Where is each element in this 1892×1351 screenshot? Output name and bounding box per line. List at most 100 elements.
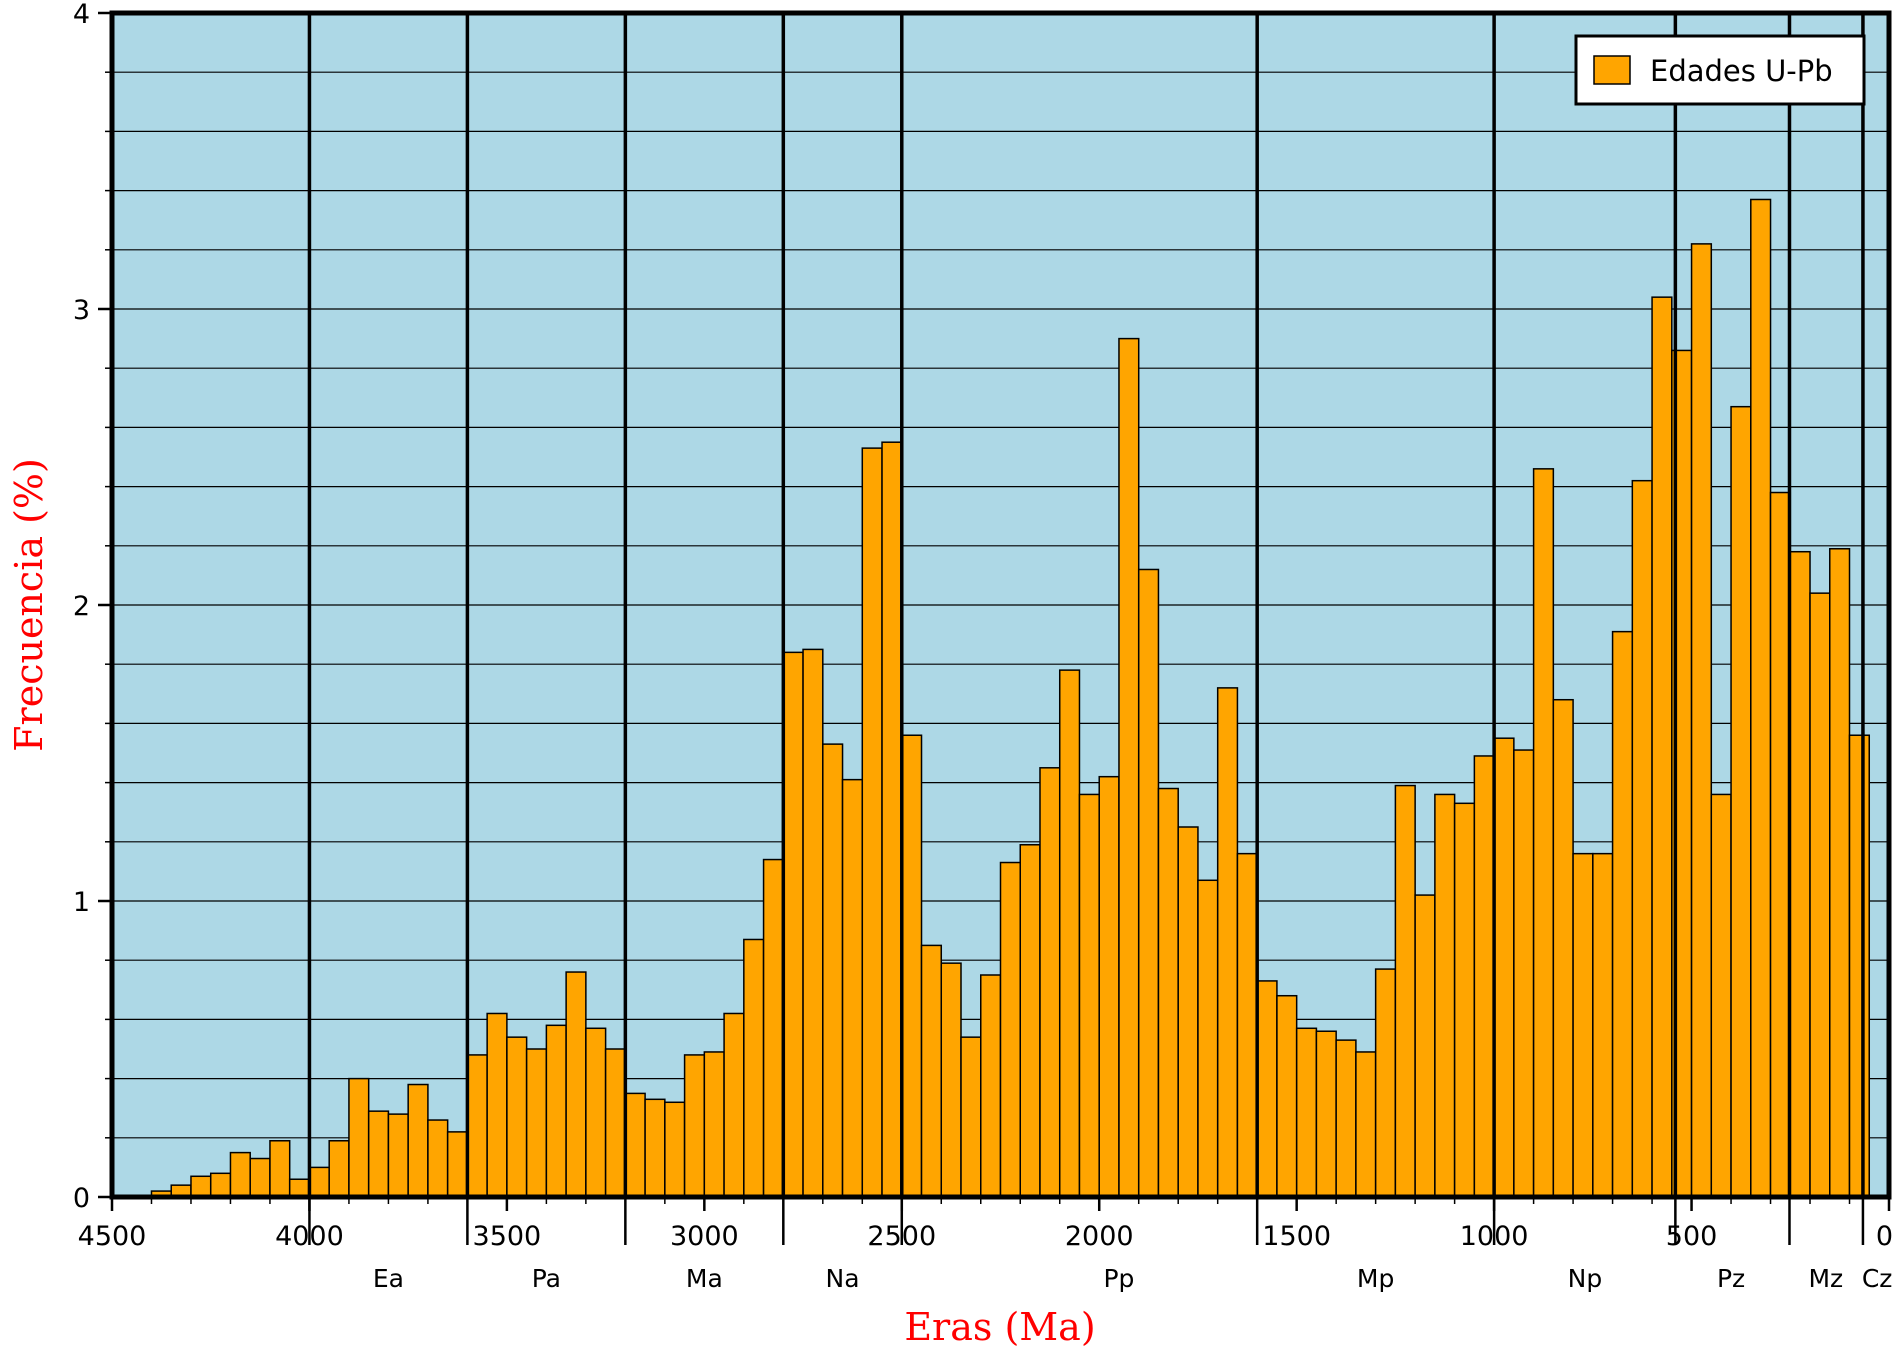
bar [328,1140,350,1198]
bar [841,778,864,1198]
bar [1829,548,1851,1198]
bar [1789,550,1811,1198]
bar [901,734,923,1198]
bar [762,858,785,1198]
bar [407,1083,429,1198]
axis-ticks [98,11,1891,1245]
era-boundaries [307,13,1865,1197]
bar [1058,669,1081,1198]
bar [1236,852,1258,1198]
era-label: Mp [1357,1264,1394,1293]
era-label: Pz [1717,1264,1745,1293]
bar [1513,749,1535,1198]
bar [1414,894,1436,1198]
x-tick-label: 0 [1876,1221,1892,1252]
x-tick-label: 1000 [1460,1221,1529,1252]
bar [743,938,765,1198]
bar [1809,592,1831,1198]
x-tick-label: 4500 [78,1221,147,1252]
bar [782,651,804,1198]
y-tick-label: 2 [73,591,90,622]
bar [525,1048,548,1198]
legend-swatch [1593,55,1631,85]
y-tick-label: 1 [73,887,90,918]
bar [920,944,943,1198]
bar [1552,698,1574,1198]
bar [1572,852,1594,1198]
bar [249,1157,271,1198]
bar [269,1140,291,1198]
bar [1473,755,1495,1198]
era-label: Na [826,1264,860,1293]
x-tick-labels: 4500 4000 3500 3000 2500 2000 1500 1000 500 0 [78,1221,1892,1252]
bar [1276,994,1298,1198]
bar [1611,630,1634,1198]
bar [1157,787,1179,1198]
bar [427,1119,449,1198]
x-axis-title: Eras (Ma) [904,1305,1095,1349]
bar [288,1178,311,1198]
x-tick-label: 3500 [473,1221,542,1252]
bar [545,1024,567,1198]
era-label: Mz [1808,1264,1843,1293]
bar [1453,802,1476,1198]
x-tick-label: 2000 [1065,1221,1134,1252]
bar [604,1048,627,1198]
bar [446,1131,469,1198]
bar [802,648,824,1198]
x-tick-label: 500 [1666,1221,1718,1252]
bar [1315,1030,1337,1198]
bar [585,1027,607,1198]
bar [1078,793,1100,1198]
bar [999,861,1021,1198]
era-labels: Ea Pa Ma Na Pp Mp Np Pz Mz Cz [373,1264,1892,1293]
y-tick-labels: 0 1 2 3 4 [73,0,90,1214]
bar [1710,793,1732,1198]
bar [1355,1051,1377,1198]
bar [387,1113,409,1198]
bar [861,447,883,1198]
legend: Edades U-Pb [1574,34,1866,106]
bar [940,962,962,1198]
bar [466,1054,488,1198]
bar [486,1012,508,1198]
bar [1848,734,1871,1198]
bar [1532,468,1555,1198]
bar [1493,737,1515,1198]
bar [683,1054,706,1198]
bar [1335,1039,1357,1198]
bar [1374,968,1397,1198]
bar [1216,687,1239,1198]
era-label: Ma [686,1264,723,1293]
bar [565,971,587,1198]
bar [1098,775,1120,1198]
x-tick-label: 4000 [275,1221,344,1252]
bar [723,1012,745,1198]
bar [1592,852,1614,1198]
bar [308,1166,330,1198]
bar [1651,296,1673,1198]
x-tick-label: 2500 [867,1221,936,1252]
bar [367,1110,390,1198]
bar [1394,784,1416,1198]
bar [1137,568,1160,1198]
era-label: Ea [373,1264,404,1293]
y-tick-label: 0 [73,1183,90,1214]
bar [1177,826,1199,1198]
bar [960,1036,982,1198]
y-tick-label: 3 [73,295,90,326]
era-label: Np [1568,1264,1603,1293]
x-tick-label: 1500 [1262,1221,1331,1252]
bar [1019,844,1041,1198]
era-label: Pp [1103,1264,1134,1293]
bar [881,441,903,1198]
bar [190,1175,212,1198]
bar [1690,243,1713,1198]
bar [822,743,844,1198]
era-label: Pa [532,1264,561,1293]
bar [209,1172,232,1198]
bar [624,1092,646,1198]
bar [1769,491,1792,1198]
bar [1039,767,1061,1198]
